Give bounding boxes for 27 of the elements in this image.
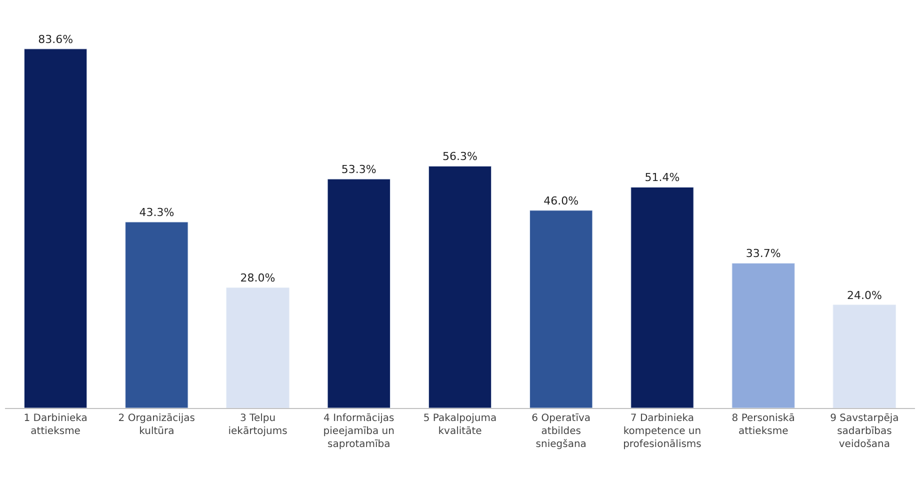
x-tick-label: 8 Personiskā attieksme	[732, 413, 795, 437]
data-label: 24.0%	[846, 288, 882, 302]
x-tick-label: 7 Darbinieka kompetence un profesionālisms	[623, 413, 702, 450]
bar	[226, 287, 290, 408]
bar	[630, 186, 694, 408]
x-tick-label: 4 Informācijas pieejamība un saprotamība	[323, 413, 394, 450]
x-tick-label: 9 Savstarpēja sadarbības veidošana	[830, 413, 899, 450]
bar	[832, 304, 896, 408]
data-label: 53.3%	[341, 163, 376, 176]
data-label: 28.0%	[240, 272, 276, 285]
bar	[327, 178, 390, 408]
bar	[732, 262, 795, 408]
bar	[428, 166, 492, 408]
x-tick-label: 1 Darbinieka attieksme	[24, 413, 88, 437]
x-tick-label: 6 Operatīva atbildes sniegšana	[532, 413, 591, 450]
data-label: 46.0%	[544, 194, 579, 208]
x-tick-label: 3 Telpu iekārtojums	[228, 413, 288, 437]
data-label: 56.3%	[442, 150, 478, 164]
data-label: 51.4%	[644, 171, 680, 184]
data-label: 33.7%	[746, 247, 781, 260]
bar	[530, 210, 593, 408]
bar	[125, 222, 188, 408]
data-label: 43.3%	[139, 206, 174, 220]
data-label: 83.6%	[38, 32, 74, 46]
x-tick-label: 5 Pakalpojuma kvalitāte	[423, 413, 497, 437]
x-tick-label: 2 Organizācijas kultūra	[118, 413, 196, 437]
bar	[24, 48, 88, 408]
